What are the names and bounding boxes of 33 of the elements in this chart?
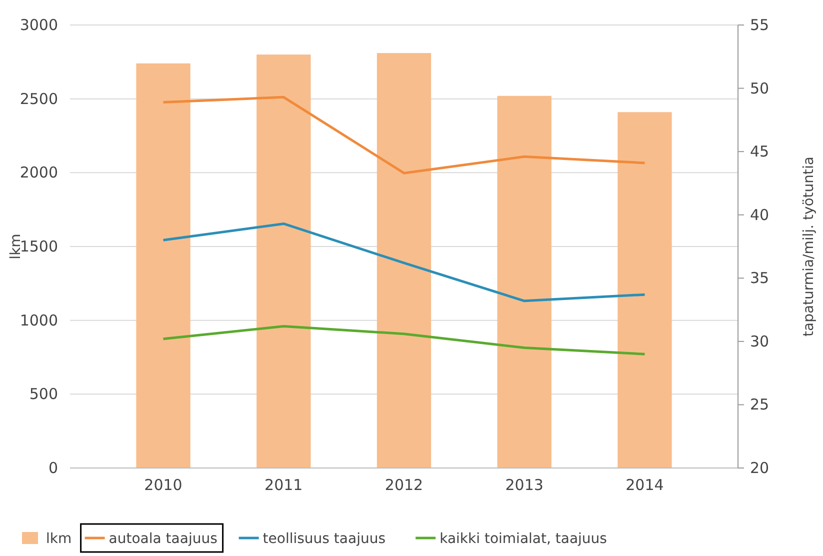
- x-tick-label: 2010: [144, 476, 182, 494]
- bar: [256, 54, 311, 468]
- y2-tick-label: 30: [750, 332, 770, 350]
- legend-label: teollisuus taajuus: [262, 531, 386, 547]
- bar: [376, 53, 432, 468]
- line-series: [162, 324, 646, 356]
- y2-tick-label: 50: [750, 79, 770, 98]
- y-tick-label: 2000: [20, 164, 58, 182]
- legend-label: lkm: [46, 531, 72, 547]
- bar: [618, 112, 672, 468]
- bar: [136, 63, 190, 468]
- y2-tick-label: 40: [750, 206, 770, 224]
- y2-tick-label: 35: [750, 269, 770, 288]
- line-series: [162, 96, 646, 174]
- x-tick-label: 2011: [264, 476, 303, 494]
- y-tick-label: 1500: [20, 238, 58, 256]
- y-tick-label: 500: [29, 385, 58, 404]
- y2-tick-label: 55: [750, 16, 770, 34]
- line-series: [162, 222, 646, 302]
- y2-tick-label: 25: [750, 396, 770, 414]
- legend-label: autoala taajuus: [108, 531, 218, 547]
- y-tick-label: 0: [48, 459, 58, 477]
- y-tick-label: 3000: [20, 16, 58, 34]
- x-tick-label: 2013: [505, 476, 544, 494]
- x-tick-label: 2014: [626, 476, 664, 494]
- bar: [497, 96, 552, 468]
- y2-tick-label: 20: [750, 459, 770, 477]
- y-tick-label: 1000: [20, 311, 58, 330]
- y2-tick-label: 45: [750, 142, 770, 161]
- x-tick-label: 2012: [384, 476, 424, 494]
- y2-axis-title: tapaturmia/milj. työtuntia: [801, 156, 817, 336]
- legend-label: kaikki toimialat, taajuus: [440, 531, 607, 547]
- y-tick-label: 2500: [20, 90, 58, 108]
